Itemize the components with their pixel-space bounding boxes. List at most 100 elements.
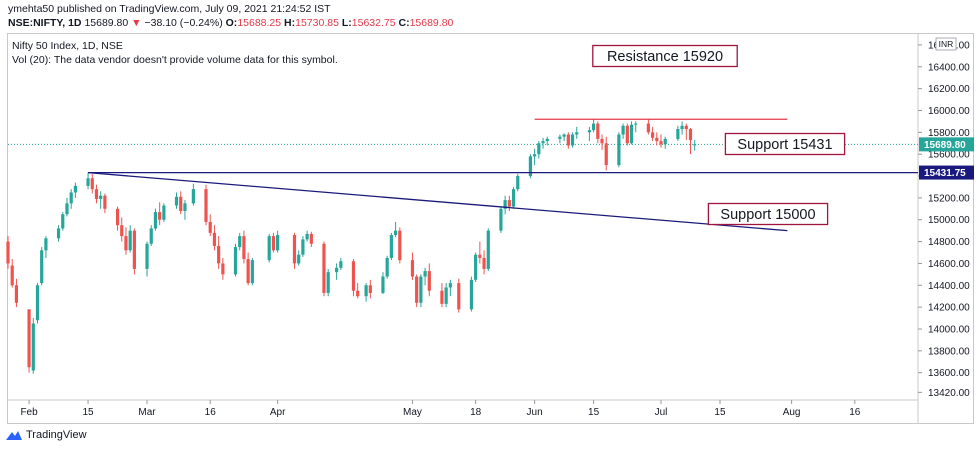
candle-body[interactable] <box>621 125 625 135</box>
candle-body[interactable] <box>469 279 474 310</box>
candle-body[interactable] <box>503 200 507 209</box>
candle-body[interactable] <box>335 267 339 273</box>
candle-body[interactable] <box>381 276 385 293</box>
candle-body[interactable] <box>149 228 153 244</box>
candle-body[interactable] <box>103 195 107 209</box>
candle-body[interactable] <box>99 195 103 199</box>
candle-body[interactable] <box>655 137 659 142</box>
candle-body[interactable] <box>385 257 389 277</box>
candle-body[interactable] <box>415 276 419 303</box>
candle-body[interactable] <box>592 123 596 131</box>
candle-body[interactable] <box>326 272 330 293</box>
candle-body[interactable] <box>587 130 591 133</box>
candle-body[interactable] <box>191 189 195 204</box>
candle-body[interactable] <box>659 141 663 145</box>
candle-body[interactable] <box>94 189 99 199</box>
candle-body[interactable] <box>537 143 541 155</box>
candle-body[interactable] <box>132 230 136 269</box>
candle-body[interactable] <box>482 257 486 269</box>
candle-body[interactable] <box>410 260 415 277</box>
candle-body[interactable] <box>35 285 40 321</box>
candle-body[interactable] <box>212 232 217 246</box>
chart-panel[interactable] <box>7 33 974 424</box>
candle-body[interactable] <box>570 134 575 146</box>
candle-body[interactable] <box>356 290 360 297</box>
candle-body[interactable] <box>69 192 73 204</box>
candle-body[interactable] <box>309 233 313 244</box>
candle-body[interactable] <box>474 254 478 280</box>
candle-body[interactable] <box>297 254 301 264</box>
candle-body[interactable] <box>233 247 238 275</box>
candle-body[interactable] <box>271 236 276 251</box>
candle-body[interactable] <box>423 271 427 277</box>
candle-body[interactable] <box>305 233 309 240</box>
candle-body[interactable] <box>444 287 448 304</box>
candle-body[interactable] <box>427 271 431 291</box>
candle-body[interactable] <box>499 208 503 231</box>
candle-body[interactable] <box>368 285 372 293</box>
candle-body[interactable] <box>634 123 638 125</box>
candle-body[interactable] <box>511 189 516 207</box>
resistance-annotation-box[interactable] <box>592 44 738 68</box>
candle-body[interactable] <box>600 138 604 144</box>
candle-body[interactable] <box>217 245 221 264</box>
candle-body[interactable] <box>56 228 61 239</box>
candle-body[interactable] <box>204 189 208 222</box>
candle-body[interactable] <box>208 221 212 233</box>
candle-body[interactable] <box>124 236 128 251</box>
candle-body[interactable] <box>693 144 697 146</box>
candle-body[interactable] <box>276 235 280 251</box>
candle-body[interactable] <box>301 239 305 255</box>
candle-body[interactable] <box>44 238 48 251</box>
candle-body[interactable] <box>575 132 579 135</box>
candle-body[interactable] <box>246 259 250 284</box>
candle-body[interactable] <box>440 290 444 304</box>
candle-body[interactable] <box>528 156 533 177</box>
candle-body[interactable] <box>684 125 688 130</box>
candle-body[interactable] <box>617 134 621 166</box>
candle-body[interactable] <box>242 236 246 260</box>
candle-body[interactable] <box>153 212 158 229</box>
candle-body[interactable] <box>393 230 398 236</box>
candle-body[interactable] <box>183 203 187 211</box>
candle-body[interactable] <box>457 283 461 310</box>
candle-body[interactable] <box>128 230 132 251</box>
support-annotation-box[interactable] <box>724 132 846 156</box>
candle-body[interactable] <box>646 123 650 133</box>
candle-body[interactable] <box>31 323 35 371</box>
candle-body[interactable] <box>486 230 490 269</box>
candle-body[interactable] <box>145 243 149 269</box>
support-trend-line[interactable] <box>87 171 788 232</box>
support-trend-annotation-box[interactable] <box>707 202 829 226</box>
candle-body[interactable] <box>10 265 14 286</box>
candle-body[interactable] <box>61 214 65 229</box>
candle-body[interactable] <box>680 125 684 130</box>
candle-body[interactable] <box>292 235 297 264</box>
candle-body[interactable] <box>507 200 511 207</box>
candle-body[interactable] <box>40 250 44 284</box>
candle-body[interactable] <box>625 125 629 144</box>
candle-body[interactable] <box>558 136 562 139</box>
candle-body[interactable] <box>533 154 537 157</box>
candle-body[interactable] <box>221 263 225 275</box>
candle-body[interactable] <box>322 243 326 293</box>
candle-body[interactable] <box>545 138 549 142</box>
candle-body[interactable] <box>676 129 680 139</box>
candle-body[interactable] <box>688 129 693 141</box>
candle-body[interactable] <box>179 196 183 211</box>
candle-body[interactable] <box>448 283 452 288</box>
candle-body[interactable] <box>541 141 545 144</box>
candle-body[interactable] <box>115 208 120 226</box>
footer-brand[interactable]: TradingView <box>6 429 87 441</box>
candle-body[interactable] <box>174 196 179 206</box>
candle-body[interactable] <box>562 134 566 137</box>
candle-body[interactable] <box>90 178 94 190</box>
candle-body[interactable] <box>339 261 343 268</box>
candle-body[interactable] <box>516 176 520 190</box>
candle-body[interactable] <box>65 203 69 215</box>
candle-body[interactable] <box>389 235 393 258</box>
candle-body[interactable] <box>86 178 90 186</box>
candle-body[interactable] <box>398 230 402 261</box>
candle-body[interactable] <box>250 260 254 284</box>
